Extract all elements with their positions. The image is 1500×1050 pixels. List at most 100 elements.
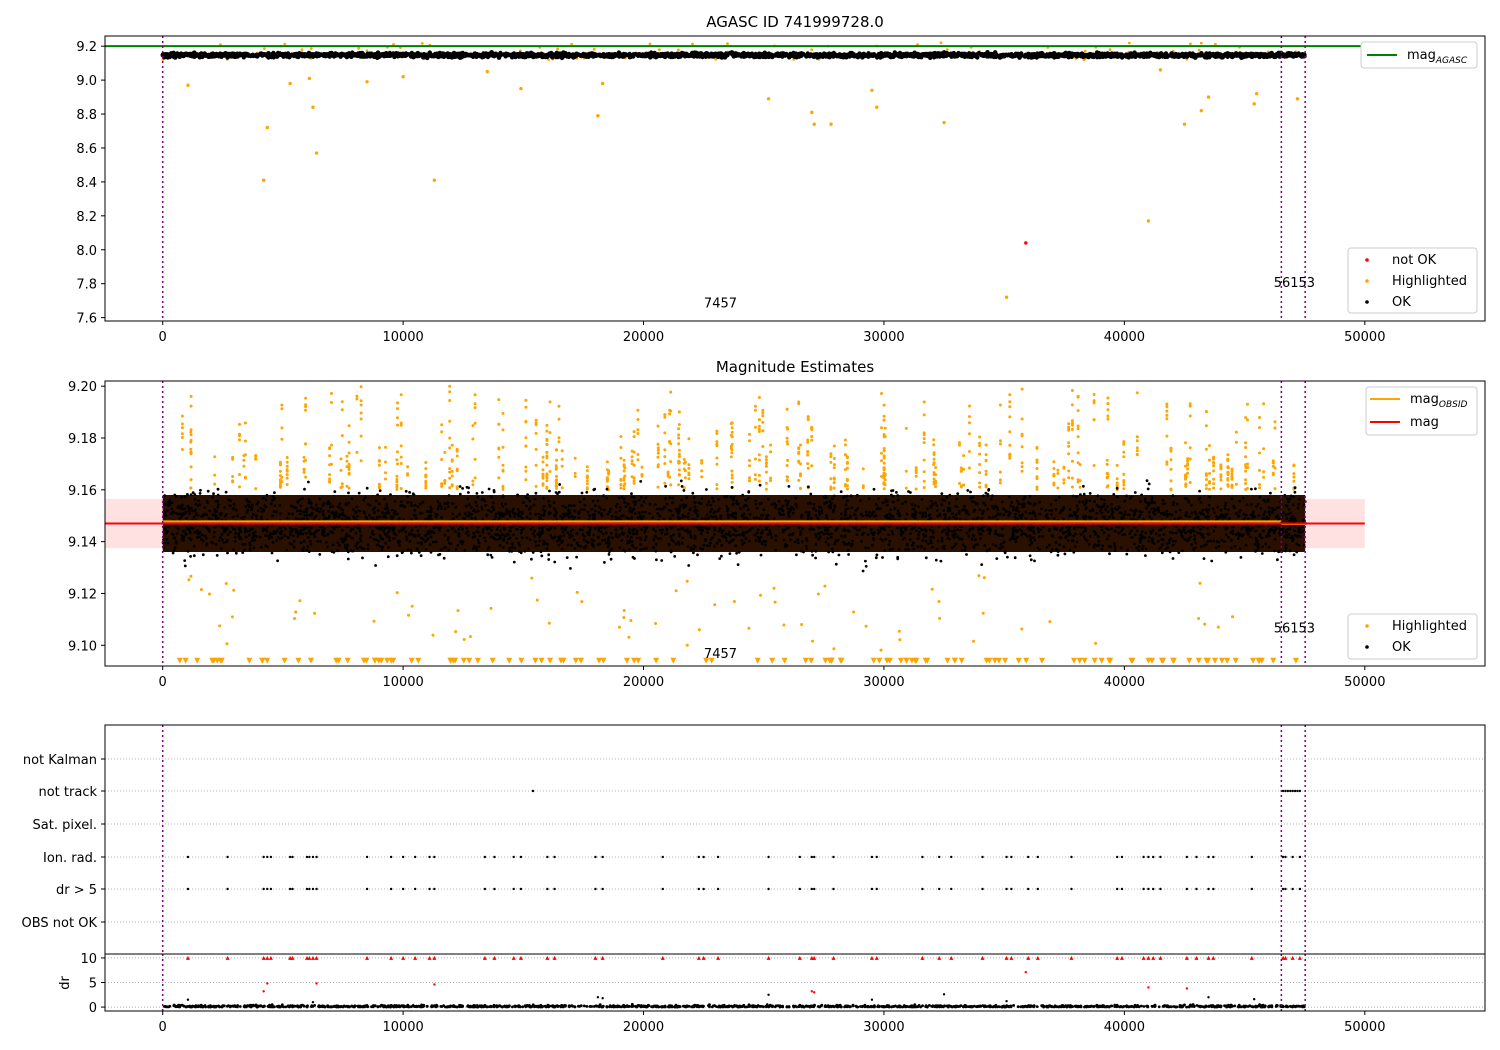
- highlighted-point: [243, 453, 247, 457]
- ok-point: [610, 53, 615, 59]
- below-range-marker: [1081, 657, 1088, 664]
- ok-point: [960, 549, 964, 552]
- highlighted-point: [748, 476, 751, 480]
- ok-point: [652, 538, 656, 542]
- highlighted-point: [396, 407, 399, 411]
- highlighted-point: [932, 438, 936, 442]
- ok-point: [1018, 54, 1023, 59]
- below-range-marker: [547, 657, 554, 664]
- below-range-marker: [295, 657, 302, 664]
- highlighted-point: [619, 456, 623, 460]
- highlighted-point: [395, 458, 399, 462]
- highlighted-point: [1273, 487, 1277, 491]
- ok-point: [400, 51, 406, 56]
- ok-point: [1063, 53, 1069, 58]
- ok-point: [989, 497, 993, 501]
- ok-point: [513, 515, 516, 518]
- highlighted-point: [1226, 458, 1230, 461]
- ok-point: [603, 561, 606, 564]
- highlighted-point: [636, 428, 640, 432]
- ok-point: [346, 550, 350, 554]
- below-range-marker: [897, 657, 904, 664]
- highlighted-point: [1169, 487, 1173, 491]
- highlighted-point: [864, 624, 868, 628]
- highlighted-point: [534, 418, 538, 422]
- ok-point: [728, 552, 732, 555]
- highlighted-point: [730, 476, 734, 480]
- highlighted-point: [278, 469, 282, 473]
- ok-point: [672, 540, 675, 543]
- ok-point: [365, 486, 369, 490]
- highlighted-point: [1106, 414, 1110, 418]
- highlighted-point: [730, 448, 734, 452]
- highlighted-point: [984, 485, 988, 489]
- highlighted-point: [1008, 405, 1012, 409]
- highlighted-point: [1165, 434, 1169, 438]
- panel1-axes: 0 10000 20000 30000 40000 500007.67.88.08.28.…: [76, 35, 1486, 345]
- highlighted-point: [1219, 478, 1223, 482]
- highlighted-point: [302, 459, 306, 463]
- highlighted-point: [208, 592, 211, 596]
- ok-point: [1273, 54, 1278, 59]
- ok-point: [710, 54, 715, 59]
- highlighted-point: [392, 43, 395, 46]
- ok-point: [725, 504, 729, 508]
- highlighted-point: [1244, 465, 1248, 469]
- highlighted-point: [636, 432, 640, 435]
- highlighted-point: [1135, 446, 1139, 450]
- ok-point: [1148, 50, 1153, 55]
- ok-point: [707, 500, 711, 503]
- highlighted-point: [1070, 427, 1074, 431]
- highlighted-point: [816, 592, 820, 596]
- highlighted-point: [1230, 474, 1234, 478]
- highlighted-point: [1262, 475, 1266, 479]
- highlighted-point: [575, 590, 579, 594]
- highlighted-point: [359, 403, 363, 407]
- ok-point: [1100, 511, 1104, 515]
- ok-point: [841, 55, 846, 60]
- ok-point: [1113, 549, 1117, 552]
- highlighted-point: [555, 466, 558, 470]
- ok-point: [169, 53, 174, 58]
- ok-point: [866, 54, 871, 59]
- highlighted-point: [700, 475, 704, 479]
- ok-point: [918, 511, 922, 514]
- ok-point: [1007, 495, 1011, 499]
- highlighted-point: [1262, 447, 1266, 451]
- highlighted-point: [757, 427, 761, 431]
- highlighted-point: [600, 81, 605, 86]
- ok-point: [657, 52, 663, 57]
- ok-point: [591, 499, 595, 503]
- ok-point: [505, 541, 509, 545]
- ok-point: [880, 53, 885, 59]
- highlighted-point: [713, 603, 717, 607]
- ok-point: [795, 553, 798, 557]
- highlighted-point: [1273, 426, 1277, 430]
- highlighted-point: [1244, 478, 1248, 482]
- highlighted-point: [1246, 402, 1249, 406]
- highlighted-point: [189, 574, 193, 578]
- highlighted-point: [180, 422, 184, 426]
- highlighted-point: [1115, 477, 1119, 481]
- highlighted-point: [450, 443, 454, 447]
- highlighted-point: [1244, 469, 1248, 473]
- ok-point: [1130, 529, 1134, 532]
- highlighted-point: [524, 444, 528, 448]
- highlighted-point: [243, 421, 247, 425]
- ok-point: [988, 532, 991, 536]
- ok-point: [1171, 557, 1175, 560]
- highlighted-point: [534, 431, 538, 435]
- highlighted-point: [497, 422, 501, 426]
- highlighted-point: [668, 412, 672, 416]
- highlighted-point: [782, 623, 786, 627]
- highlighted-point: [328, 463, 332, 467]
- ok-point: [909, 491, 912, 494]
- highlighted-point: [1008, 400, 1012, 404]
- ok-point: [476, 538, 480, 542]
- highlighted-point: [410, 604, 414, 608]
- highlighted-point: [243, 475, 247, 479]
- highlighted-point: [340, 434, 344, 438]
- highlighted-point: [302, 455, 306, 459]
- highlighted-point: [396, 423, 399, 427]
- highlighted-point: [424, 461, 428, 464]
